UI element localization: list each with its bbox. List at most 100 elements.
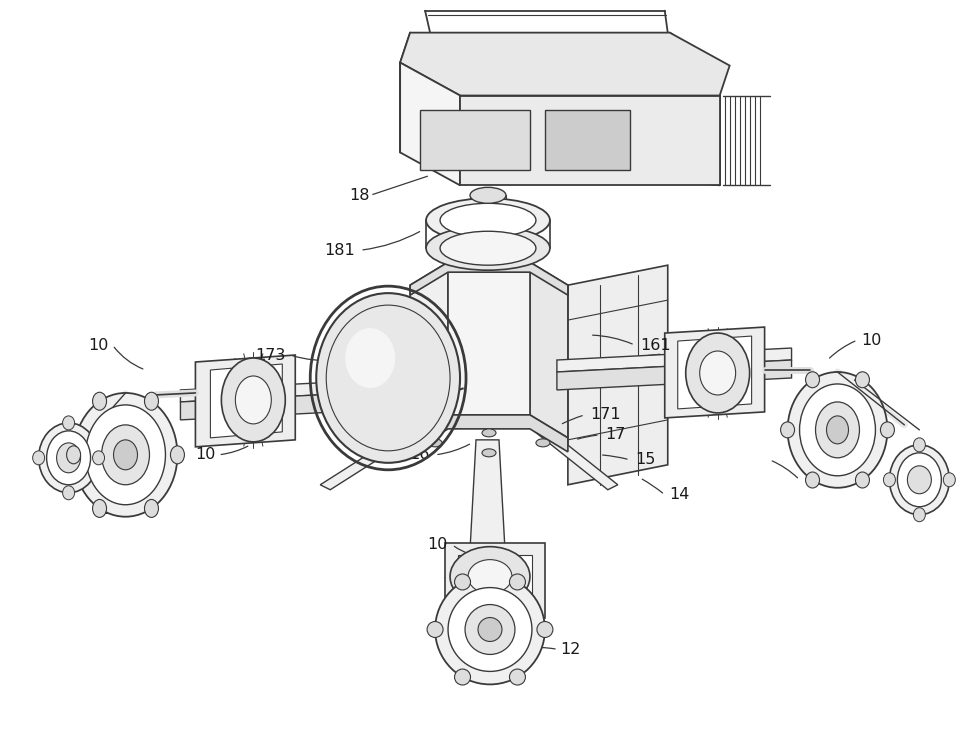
Ellipse shape	[816, 402, 859, 458]
Ellipse shape	[101, 425, 150, 485]
Polygon shape	[448, 262, 530, 415]
Ellipse shape	[426, 199, 550, 242]
Ellipse shape	[62, 416, 75, 430]
Ellipse shape	[145, 392, 158, 410]
Ellipse shape	[114, 440, 137, 470]
Text: 161: 161	[640, 337, 671, 353]
Text: 11: 11	[490, 627, 510, 642]
Ellipse shape	[914, 438, 925, 452]
Polygon shape	[470, 440, 505, 550]
Polygon shape	[195, 355, 295, 447]
Ellipse shape	[889, 445, 950, 515]
Ellipse shape	[440, 231, 536, 265]
Ellipse shape	[427, 621, 443, 637]
Ellipse shape	[435, 575, 545, 685]
Ellipse shape	[478, 618, 502, 642]
Ellipse shape	[86, 405, 165, 504]
Ellipse shape	[450, 547, 530, 607]
Ellipse shape	[92, 451, 105, 465]
Ellipse shape	[509, 574, 526, 590]
Ellipse shape	[884, 473, 895, 487]
Polygon shape	[677, 336, 751, 409]
Ellipse shape	[469, 560, 512, 593]
Bar	[545, 110, 630, 170]
Text: 171: 171	[590, 407, 620, 423]
Polygon shape	[410, 262, 568, 295]
Ellipse shape	[33, 451, 45, 465]
Text: 10: 10	[428, 537, 448, 552]
Ellipse shape	[92, 499, 107, 518]
Ellipse shape	[92, 392, 107, 410]
Ellipse shape	[56, 443, 81, 473]
Polygon shape	[181, 390, 415, 420]
Text: 11: 11	[55, 427, 76, 442]
Ellipse shape	[222, 358, 286, 442]
Ellipse shape	[700, 351, 736, 395]
Ellipse shape	[67, 446, 81, 464]
Text: 13: 13	[485, 662, 505, 677]
Text: 16: 16	[410, 447, 430, 462]
Ellipse shape	[62, 485, 75, 500]
Polygon shape	[400, 63, 460, 185]
Polygon shape	[520, 415, 618, 490]
Polygon shape	[410, 415, 568, 452]
Polygon shape	[557, 360, 791, 390]
Ellipse shape	[914, 508, 925, 522]
Polygon shape	[458, 555, 532, 607]
Polygon shape	[181, 378, 415, 402]
Polygon shape	[445, 542, 545, 618]
Polygon shape	[400, 33, 730, 96]
Ellipse shape	[482, 429, 496, 437]
Ellipse shape	[537, 621, 553, 637]
Text: 10: 10	[861, 333, 882, 347]
Ellipse shape	[145, 499, 158, 518]
Text: 17: 17	[605, 427, 625, 442]
Ellipse shape	[944, 473, 955, 487]
Bar	[420, 110, 530, 170]
Text: 13: 13	[102, 502, 122, 518]
Ellipse shape	[908, 466, 931, 493]
Ellipse shape	[426, 226, 550, 270]
Ellipse shape	[855, 372, 869, 388]
Ellipse shape	[316, 293, 460, 463]
Ellipse shape	[509, 669, 526, 685]
Ellipse shape	[448, 588, 532, 672]
Text: 15: 15	[635, 453, 655, 467]
Ellipse shape	[74, 393, 178, 517]
Polygon shape	[320, 410, 448, 490]
Ellipse shape	[47, 431, 90, 485]
Ellipse shape	[235, 376, 271, 424]
Ellipse shape	[536, 439, 550, 447]
Ellipse shape	[39, 423, 98, 493]
Text: 12: 12	[88, 462, 109, 477]
Ellipse shape	[806, 472, 819, 488]
Ellipse shape	[440, 204, 536, 237]
Ellipse shape	[345, 328, 396, 388]
Polygon shape	[530, 262, 568, 438]
Ellipse shape	[800, 384, 876, 476]
Polygon shape	[568, 265, 668, 485]
Ellipse shape	[685, 333, 749, 413]
Ellipse shape	[806, 372, 819, 388]
Polygon shape	[210, 364, 282, 438]
Text: 10: 10	[195, 447, 216, 462]
Ellipse shape	[470, 188, 506, 204]
Ellipse shape	[465, 604, 515, 655]
Ellipse shape	[455, 574, 470, 590]
Text: 10: 10	[88, 337, 109, 353]
Text: 173: 173	[255, 347, 286, 363]
Ellipse shape	[826, 416, 849, 444]
Polygon shape	[460, 96, 719, 185]
Ellipse shape	[855, 472, 869, 488]
Ellipse shape	[170, 446, 185, 464]
Ellipse shape	[781, 422, 794, 438]
Ellipse shape	[787, 372, 887, 488]
Polygon shape	[410, 262, 448, 438]
Text: 14: 14	[670, 487, 690, 502]
Text: 18: 18	[350, 188, 370, 203]
Ellipse shape	[482, 449, 496, 457]
Ellipse shape	[455, 669, 470, 685]
Text: 181: 181	[325, 242, 355, 258]
Polygon shape	[557, 348, 791, 372]
Text: 12: 12	[560, 642, 580, 657]
